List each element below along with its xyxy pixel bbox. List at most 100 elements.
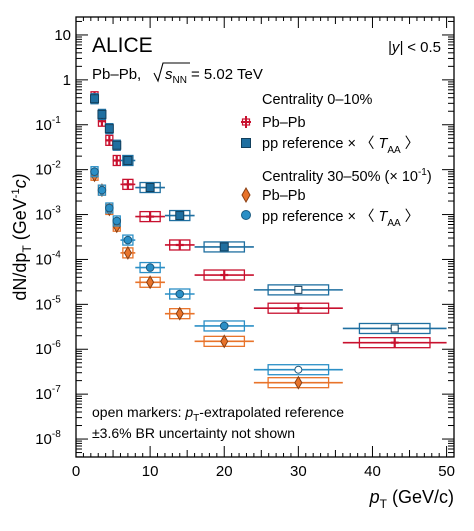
data-marker [123,235,133,245]
rapidity-value: < 0.5 [407,39,441,56]
data-point [194,241,254,253]
data-marker [294,375,303,390]
data-marks-layer [90,91,447,390]
data-point [342,337,447,349]
data-point [90,166,99,178]
x-tick-label: 50 [438,463,455,480]
y-tick-label: 10-4 [35,249,61,268]
y-tick-label: 10-6 [35,339,61,358]
data-point [342,322,447,335]
data-marker [146,275,155,290]
data-marker [123,155,133,165]
data-marker [90,94,100,104]
legend-central-pp-text: pp reference × 〈 [262,135,374,152]
y-tick-label: 10-3 [35,205,61,224]
systematic-box [267,364,330,376]
y-tick-exponent: -7 [52,384,61,395]
data-point [97,184,107,196]
data-point [164,239,195,251]
y-tick-base: 10 [35,296,52,313]
note-br-uncertainty: ±3.6% BR uncertainty not shown [92,425,295,441]
data-marker [175,306,184,321]
data-point [112,139,122,151]
data-point [253,375,343,390]
system-text: Pb–Pb, [92,66,141,83]
systematic-box [169,209,191,222]
data-marker [175,211,185,221]
y-tick-base: 10 [35,341,52,358]
y-tick-label: 10-1 [35,115,61,134]
data-marker [123,245,132,260]
y-tick-label: 10-5 [35,294,61,313]
system-label: Pb–Pb, sNN = 5.02 TeV [92,62,263,86]
systematic-box [203,320,246,332]
data-point [135,275,165,290]
y-tick-base: 10 [35,251,52,268]
data-marker [97,185,107,195]
legend-taa-subscript-1: AA [387,145,401,156]
y-axis-unit: (GeV [10,198,30,240]
sqrt-sign [153,62,190,83]
note-line1-prefix: open markers: [92,404,185,420]
data-marker [145,183,155,193]
data-marker [219,242,229,252]
y-tick-label: 10-8 [35,429,61,448]
legend-taa-symbol-1: T [378,136,388,152]
data-point [120,178,136,191]
legend: Centrality 0–10% Pb–Pb pp reference × 〈 T… [241,92,432,229]
y-axis-prefix: dN/dp [10,253,30,301]
legend-group2-title-end: ) [427,169,432,185]
legend-taa-close-2: 〉 [405,208,420,225]
data-marker [175,289,185,299]
energy-subscript: NN [173,75,187,86]
y-tick-exponent: -1 [52,115,61,126]
rapidity-label: |y| < 0.5 [388,39,441,56]
y-tick-label: 10-7 [35,384,61,403]
data-point [135,261,165,274]
y-tick-exponent: -6 [52,339,61,350]
legend-semi-pp-label: pp reference × 〈 TAA 〉 [262,208,419,229]
legend-central-pbpb-label: Pb–Pb [262,115,306,131]
y-tick-base: 10 [35,431,52,448]
x-tick-label: 20 [216,463,233,480]
data-marker [97,109,107,119]
legend-central-pbpb-marker [241,116,251,128]
y-tick-base: 10 [35,207,52,224]
y-axis-subscript: T [20,245,34,253]
legend-group2-title: Centrality 30–50% (× 10-1) [262,167,432,185]
data-point [194,334,254,349]
data-point [105,202,114,214]
x-axis-symbol: p [369,487,380,507]
y-tick-base: 1 [63,72,71,89]
x-tick-label: 10 [142,463,159,480]
experiment-label: ALICE [92,34,153,57]
legend-central-pp-marker [241,138,251,148]
systematic-box [358,322,431,335]
data-point [97,108,107,121]
data-marker [145,263,155,272]
systematic-box [139,181,161,194]
note-open-markers: open markers: pT-extrapolated reference [92,404,344,424]
data-point [120,245,136,260]
svg-text:sNN= 5.02 TeV: sNN = 5.02 TeV [165,66,263,86]
data-point [194,269,254,281]
y-tick-exponent: -2 [52,160,61,171]
x-axis-unit: (GeV/c) [392,487,454,507]
svg-text:Pb–Pb,: Pb–Pb, [92,66,141,83]
energy-symbol: s [165,66,173,83]
legend-semi-pp-marker [241,210,251,220]
x-tick-label: 0 [72,463,80,480]
data-point [105,134,114,146]
y-tick-base: 10 [35,386,52,403]
note-line1-subscript: T [193,413,199,424]
x-axis-subscript: T [380,497,388,511]
systematic-box [139,261,161,274]
y-tick-exponent: -8 [52,429,61,440]
axis-tick-labels: 0 10 20 30 40 5010110-110-210-310-410-510-610… [35,27,455,480]
rapidity-symbol: |y| [388,39,403,56]
data-point [120,234,136,246]
data-point [90,93,100,105]
y-tick-base: 10 [35,117,52,134]
